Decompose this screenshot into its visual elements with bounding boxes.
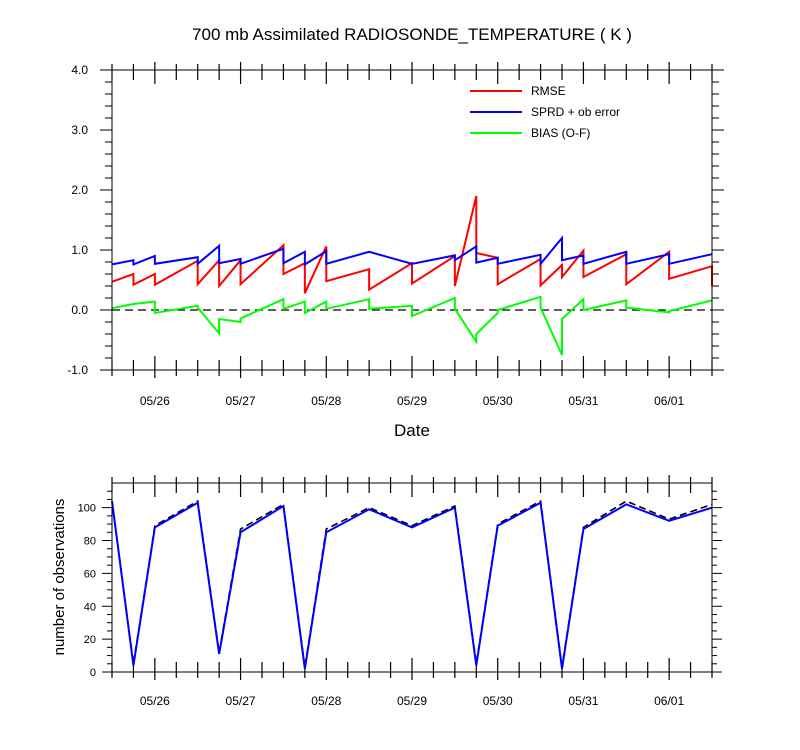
y-tick-label: 2.0 <box>71 183 88 197</box>
top-chart-axes: 05/26 05/27 05/28 05/29 05/30 05/31 06/01 -1.0 0… <box>67 62 724 408</box>
x-tick-label: 05/30 <box>483 394 513 408</box>
x-tick-label: 05/28 <box>311 694 341 708</box>
y-axis-title-observations: number of observations <box>51 499 68 656</box>
legend-label: SPRD + ob error <box>531 105 620 119</box>
y-tick-label: 20 <box>84 634 96 646</box>
series-line-rmse <box>111 195 713 294</box>
top-plot-frame <box>111 69 713 371</box>
x-tick-label: 05/27 <box>226 694 256 708</box>
x-tick-label: 05/30 <box>483 694 513 708</box>
bottom-chart: 05/26 05/27 05/28 05/29 05/30 05/31 06/01 0 20 40… <box>51 475 722 708</box>
y-tick-label: 3.0 <box>71 123 88 137</box>
bottom-chart-series <box>111 499 713 669</box>
x-tick-label: 05/31 <box>568 694 598 708</box>
y-tick-label: 0.0 <box>71 303 88 317</box>
x-tick-label: 05/26 <box>140 694 170 708</box>
chart-title: 700 mb Assimilated RADIOSONDE_TEMPERATUR… <box>192 25 632 44</box>
y-tick-label: 60 <box>84 568 96 580</box>
bottom-chart-axes: 05/26 05/27 05/28 05/29 05/30 05/31 06/01 0 20 40… <box>78 475 722 708</box>
x-tick-label: 05/31 <box>568 394 598 408</box>
y-tick-label: 100 <box>78 503 96 515</box>
legend-label: BIAS (O-F) <box>531 126 590 140</box>
observations-line-solid <box>111 500 713 669</box>
x-tick-label: 06/01 <box>654 394 684 408</box>
legend-label: RMSE <box>531 84 566 98</box>
x-tick-label: 05/28 <box>311 394 341 408</box>
x-tick-label: 05/27 <box>226 394 256 408</box>
y-tick-label: 4.0 <box>71 63 88 77</box>
x-tick-label: 05/26 <box>140 394 170 408</box>
top-chart: 700 mb Assimilated RADIOSONDE_TEMPERATUR… <box>67 25 724 440</box>
x-axis-title: Date <box>394 421 430 440</box>
y-tick-label: 1.0 <box>71 243 88 257</box>
y-tick-label: 40 <box>84 601 96 613</box>
y-tick-label: -1.0 <box>67 363 88 377</box>
x-tick-label: 05/29 <box>397 694 427 708</box>
x-tick-label: 06/01 <box>654 694 684 708</box>
legend: RMSE SPRD + ob error BIAS (O-F) <box>470 84 620 140</box>
top-chart-series <box>111 195 713 356</box>
x-tick-label: 05/29 <box>397 394 427 408</box>
y-tick-label: 0 <box>90 667 96 679</box>
series-line-bias-o-f <box>111 295 713 356</box>
y-tick-label: 80 <box>84 536 96 548</box>
bottom-plot-frame <box>111 482 713 673</box>
series-line-sprd-ob-error <box>111 235 713 267</box>
